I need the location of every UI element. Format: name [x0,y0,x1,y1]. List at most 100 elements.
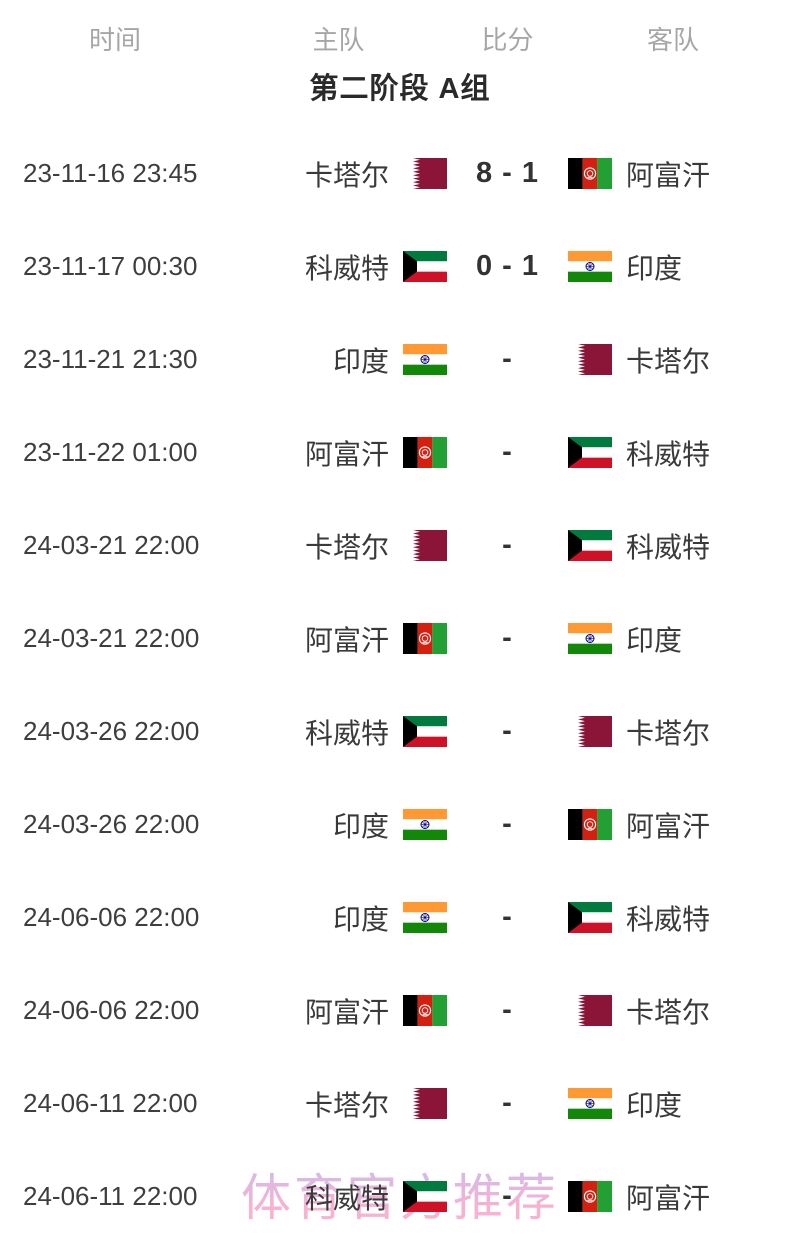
match-row[interactable]: 23-11-21 21:30 印度 - 卡塔尔 [0,313,800,406]
match-time: 24-06-11 22:00 [23,1181,198,1211]
home-team-cell: 科威特 [230,247,447,287]
away-team-name: 阿富汗 [626,159,711,191]
match-time: 24-06-06 22:00 [23,995,200,1025]
away-team-cell: 卡塔尔 [568,340,800,380]
home-team-cell: 卡塔尔 [230,1084,447,1124]
afghanistan-flag-icon [568,809,612,840]
column-header-time: 时间 [88,25,141,55]
match-score: - [502,1180,513,1212]
match-list: 23-11-16 23:45 卡塔尔 8 - 1 阿富汗 23-11-17 00… [0,106,800,1243]
match-row[interactable]: 24-06-06 22:00 印度 - 科威特 [0,871,800,964]
india-flag-icon [403,809,447,840]
match-time: 24-03-21 22:00 [23,530,200,560]
away-team-name: 阿富汗 [626,1182,711,1214]
kuwait-flag-icon [403,251,447,282]
kuwait-flag-icon [568,530,612,561]
home-team-name: 卡塔尔 [304,531,389,563]
afghanistan-flag-icon [403,623,447,654]
away-team-name: 卡塔尔 [626,996,711,1028]
match-row[interactable]: 24-03-26 22:00 印度 - 阿富汗 [0,778,800,871]
home-team-name: 科威特 [304,252,389,284]
home-team-name: 阿富汗 [304,624,389,656]
match-row[interactable]: 24-06-06 22:00 阿富汗 - 卡塔尔 [0,964,800,1057]
qatar-flag-icon [568,716,612,747]
home-team-name: 印度 [332,903,389,935]
match-score: - [502,436,513,468]
home-team-name: 阿富汗 [304,996,389,1028]
india-flag-icon [568,1088,612,1119]
home-team-name: 印度 [332,810,389,842]
away-team-cell: 印度 [568,247,800,287]
qatar-flag-icon [568,995,612,1026]
home-team-name: 科威特 [304,1182,389,1214]
home-team-cell: 科威特 [230,712,447,752]
column-header-away: 客队 [646,25,699,55]
match-row[interactable]: 24-03-26 22:00 科威特 - 卡塔尔 [0,685,800,778]
match-row[interactable]: 23-11-22 01:00 阿富汗 - 科威特 [0,406,800,499]
afghanistan-flag-icon [568,1181,612,1212]
match-time: 24-03-26 22:00 [23,716,200,746]
away-team-cell: 印度 [568,1084,800,1124]
match-time: 23-11-21 21:30 [23,344,198,374]
match-row[interactable]: 24-03-21 22:00 阿富汗 - 印度 [0,592,800,685]
india-flag-icon [568,623,612,654]
qatar-flag-icon [403,158,447,189]
away-team-cell: 阿富汗 [568,1177,800,1217]
column-header-home: 主队 [312,25,365,55]
match-row[interactable]: 24-03-21 22:00 卡塔尔 - 科威特 [0,499,800,592]
match-time: 24-06-11 22:00 [23,1088,198,1118]
qatar-flag-icon [403,1088,447,1119]
away-team-cell: 卡塔尔 [568,712,800,752]
home-team-cell: 科威特 [230,1177,447,1217]
away-team-cell: 阿富汗 [568,805,800,845]
match-time: 23-11-17 00:30 [23,251,198,281]
away-team-name: 印度 [626,1089,683,1121]
match-score: - [502,715,513,747]
match-time: 23-11-16 23:45 [23,158,198,188]
afghanistan-flag-icon [568,158,612,189]
match-time: 23-11-22 01:00 [23,437,198,467]
kuwait-flag-icon [568,437,612,468]
match-score: 8 - 1 [475,157,540,189]
away-team-cell: 卡塔尔 [568,991,800,1031]
away-team-name: 印度 [626,252,683,284]
afghanistan-flag-icon [403,437,447,468]
home-team-name: 阿富汗 [304,438,389,470]
kuwait-flag-icon [568,902,612,933]
away-team-name: 印度 [626,624,683,656]
home-team-cell: 印度 [230,805,447,845]
match-score: - [502,808,513,840]
stage-group-title: 第二阶段 A组 [309,73,491,105]
match-row[interactable]: 24-06-11 22:00 卡塔尔 - 印度 [0,1057,800,1150]
home-team-cell: 卡塔尔 [230,154,447,194]
india-flag-icon [568,251,612,282]
away-team-name: 科威特 [626,903,711,935]
home-team-name: 印度 [332,345,389,377]
away-team-name: 阿富汗 [626,810,711,842]
kuwait-flag-icon [403,716,447,747]
home-team-name: 卡塔尔 [304,159,389,191]
match-score: - [502,622,513,654]
kuwait-flag-icon [403,1181,447,1212]
away-team-name: 科威特 [626,438,711,470]
match-time: 24-06-06 22:00 [23,902,200,932]
table-header: 时间 主队 比分 客队 [0,0,800,58]
home-team-cell: 卡塔尔 [230,526,447,566]
away-team-cell: 科威特 [568,526,800,566]
away-team-name: 卡塔尔 [626,717,711,749]
match-row[interactable]: 23-11-16 23:45 卡塔尔 8 - 1 阿富汗 [0,127,800,220]
column-header-score: 比分 [481,25,534,55]
match-time: 24-03-21 22:00 [23,623,200,653]
home-team-cell: 印度 [230,340,447,380]
qatar-flag-icon [568,344,612,375]
match-row[interactable]: 24-06-11 22:00 科威特 - 阿富汗 [0,1150,800,1243]
match-row[interactable]: 23-11-17 00:30 科威特 0 - 1 印度 [0,220,800,313]
match-score: - [502,1087,513,1119]
match-score: - [502,343,513,375]
away-team-cell: 印度 [568,619,800,659]
home-team-name: 卡塔尔 [304,1089,389,1121]
home-team-cell: 阿富汗 [230,433,447,473]
india-flag-icon [403,902,447,933]
away-team-cell: 阿富汗 [568,154,800,194]
